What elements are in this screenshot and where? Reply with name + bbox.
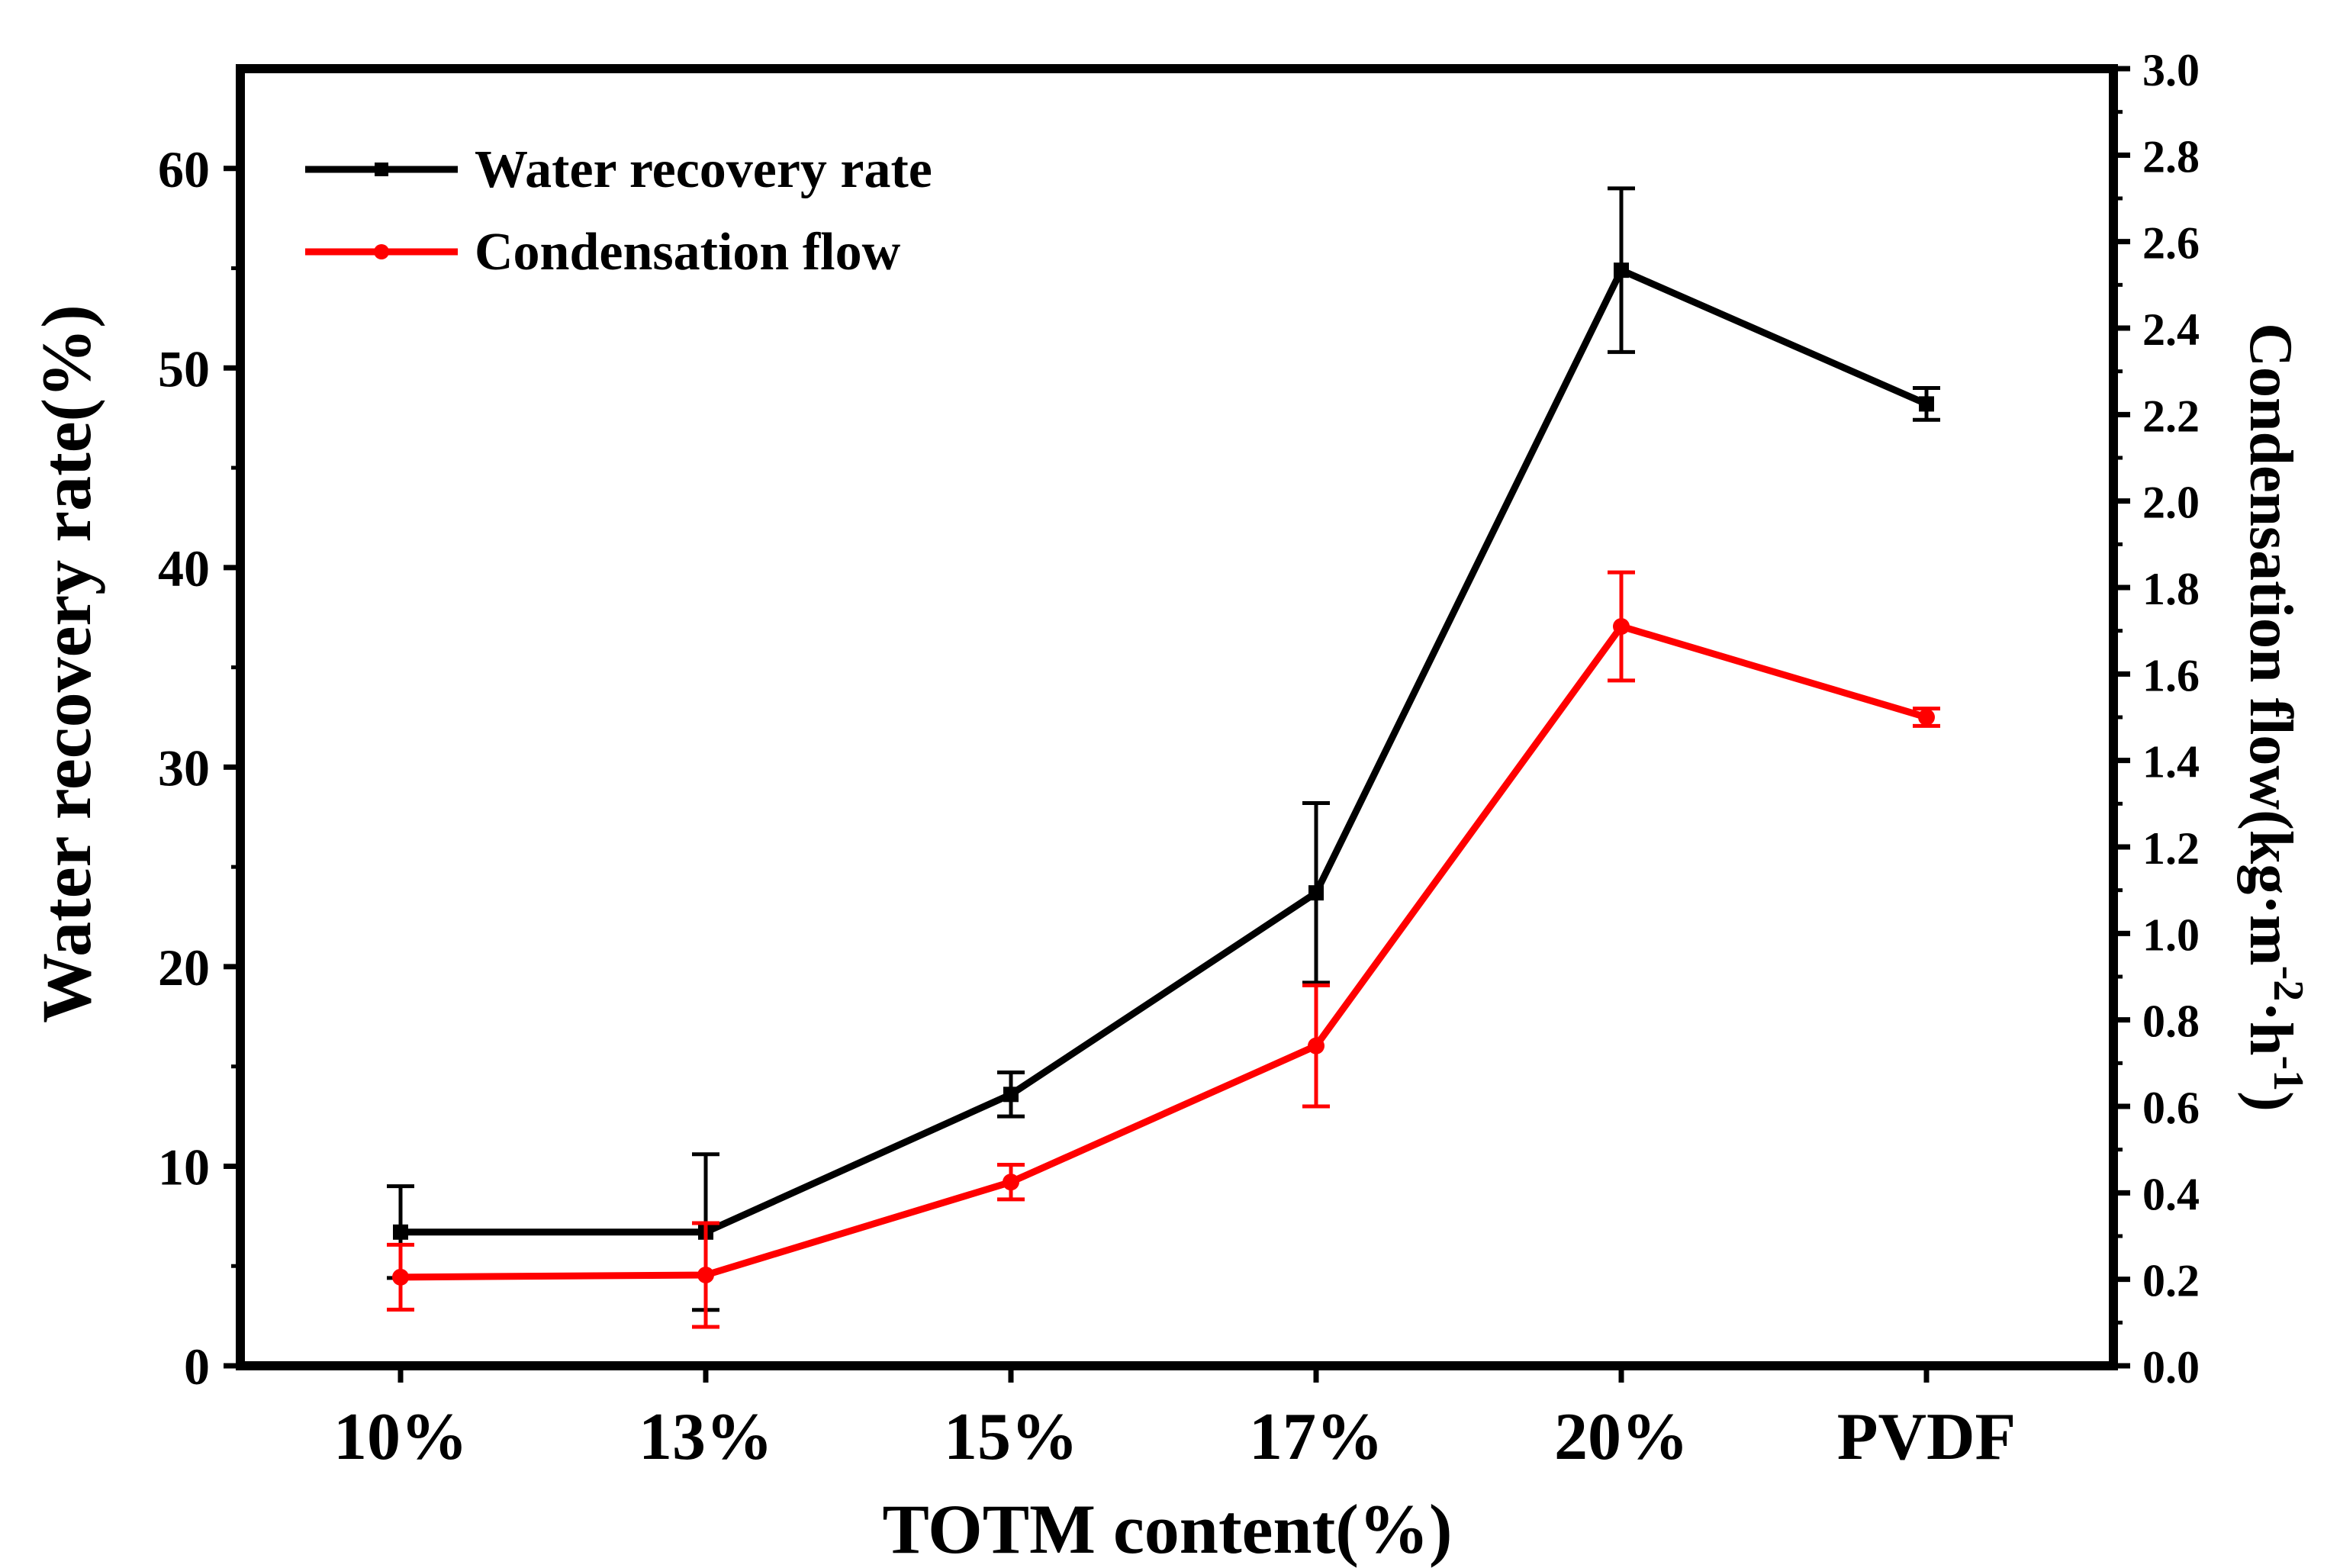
x-tick-label: PVDF	[1837, 1400, 2017, 1474]
y-left-tick-label: 30	[158, 739, 210, 797]
data-point-condensation	[1613, 618, 1630, 635]
y-left-tick-label: 50	[158, 340, 210, 398]
x-tick-label: 13%	[639, 1400, 773, 1474]
x-axis-title: TOTM content(%)	[882, 1490, 1452, 1568]
x-tick-label: 10%	[333, 1400, 468, 1474]
y-right-title-end: )	[2237, 1091, 2304, 1112]
y-left-tick-label: 10	[158, 1138, 210, 1196]
series-line-condensation	[400, 623, 1928, 1281]
series-group	[387, 186, 1940, 1329]
data-point-condensation	[1918, 709, 1935, 726]
y-right-tick-label: 2.2	[2142, 391, 2200, 441]
axes-group: 0 10 20 30 40 50 60 0.0 0.2 0.4 0.6 0.8 1.0 1.2 1.4 1.6…	[158, 45, 2200, 1474]
legend-label-water: Water recovery rate	[475, 140, 932, 199]
data-point-water	[1003, 1087, 1019, 1103]
legend-marker-condensation	[374, 244, 389, 259]
y-right-tick-label: 2.6	[2142, 218, 2200, 269]
y-right-tick-label: 0.4	[2142, 1169, 2200, 1219]
data-point-condensation	[1308, 1037, 1324, 1054]
y-right-axis-title: Condensation flow(kg·m-2·h-1)	[2237, 323, 2312, 1111]
y-right-tick-label: 1.8	[2142, 564, 2200, 614]
y-left-axis-title: Water recovery rate(%)	[27, 304, 105, 1023]
y-left-tick-label: 60	[158, 140, 210, 198]
y-right-tick-label: 0.6	[2142, 1083, 2200, 1133]
y-right-tick-label: 0.2	[2142, 1256, 2200, 1306]
y-right-title-sup2: -1	[2264, 1055, 2312, 1091]
data-point-condensation	[1003, 1174, 1019, 1191]
y-right-title-sup1: -2	[2264, 966, 2312, 1002]
y-right-tick-label: 0.8	[2142, 997, 2200, 1047]
legend-marker-water	[375, 163, 388, 176]
y-right-tick-label: 0.0	[2142, 1342, 2200, 1393]
series-line-water	[401, 266, 1928, 1236]
x-tick-label: 15%	[944, 1400, 1078, 1474]
y-right-tick-label: 2.4	[2142, 304, 2200, 355]
x-tick-label: 17%	[1249, 1400, 1383, 1474]
legend-label-condensation: Condensation flow	[475, 223, 901, 282]
y-left-tick-label: 0	[184, 1338, 210, 1396]
y-right-tick-label: 2.0	[2142, 478, 2200, 528]
data-point-water	[1614, 262, 1629, 279]
data-point-water	[393, 1224, 408, 1240]
legend: Water recovery rate Condensation flow	[305, 140, 932, 282]
y-right-title-mid: ·h	[2237, 1001, 2304, 1055]
data-point-condensation	[697, 1267, 714, 1283]
y-right-tick-label: 2.8	[2142, 131, 2200, 182]
y-right-tick-label: 1.0	[2142, 910, 2200, 960]
y-right-tick-label: 3.0	[2142, 45, 2200, 95]
y-right-tick-label: 1.2	[2142, 823, 2200, 874]
y-right-tick-label: 1.4	[2142, 737, 2200, 787]
y-left-tick-label: 40	[158, 539, 210, 597]
data-point-water	[1308, 885, 1324, 901]
y-right-tick-label: 1.6	[2142, 650, 2200, 700]
y-right-title-main: Condensation flow(kg·m	[2237, 323, 2304, 965]
data-point-condensation	[392, 1268, 409, 1286]
data-point-water	[1919, 396, 1934, 412]
x-tick-label: 20%	[1554, 1400, 1688, 1474]
y-left-tick-label: 20	[158, 939, 210, 997]
